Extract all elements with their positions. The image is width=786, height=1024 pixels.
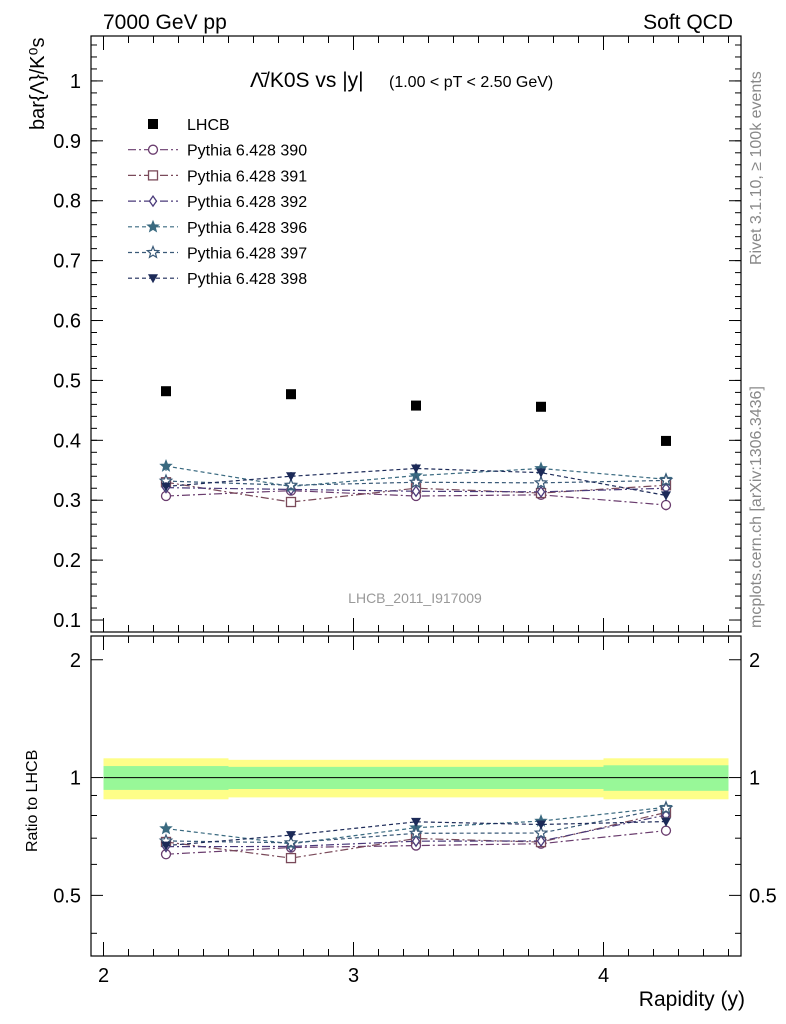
mcplots-label: mcplots.cern.ch [arXiv:1306.3436] [748,386,765,628]
y-tick-label-ratio: 2 [70,650,81,672]
ratio-point-pythia-396 [159,821,173,835]
y-tick-label-main: 0.9 [53,131,81,153]
point-pythia-396 [159,458,173,472]
ratio-point-pythia-398 [661,817,671,827]
point-pythia-397 [658,472,674,487]
ratio-point-pythia-398 [286,831,296,841]
y-tick-label-main: 0.4 [53,430,81,452]
point-pythia-398 [161,482,171,492]
x-axis-label: Rapidity (y) [639,988,745,1011]
y-tick-label-main: 0.3 [53,490,81,512]
series-line-pythia-390 [165,490,667,506]
y-axis-label-main: bar{Λ}/K⁰s [27,37,49,130]
point-pythia-397 [283,477,299,492]
ratio-point-pythia-398 [411,817,421,827]
point-lhcb [286,389,296,400]
legend-label-lhcb: LHCB [187,117,230,134]
ratio-point-pythia-397 [408,825,424,840]
y-tick-label-main: 0.7 [53,251,81,273]
y-tick-label-main: 0.1 [53,610,81,632]
legend-marker-pythia-397 [145,244,161,259]
y-tick-label-ratio-right: 0.5 [749,885,777,907]
ratio-line-pythia-392 [165,814,667,848]
legend-marker-pythia-392 [148,194,158,208]
header-right: Soft QCD [643,11,733,34]
ratio-point-pythia-390 [660,825,672,836]
point-pythia-398 [536,468,546,478]
point-lhcb [661,435,671,446]
rivet-label: Rivet 3.1.10, ≥ 100k events [748,71,765,265]
point-pythia-392 [411,485,421,498]
ratio-line-pythia-390 [165,830,667,855]
point-lhcb [161,386,171,397]
series-line-pythia-397 [165,479,667,486]
ratio-point-pythia-397 [533,825,549,840]
legend-marker-pythia-396 [146,219,160,233]
point-pythia-391 [285,496,297,508]
legend-label-pythia-391: Pythia 6.428 391 [187,168,307,185]
y-tick-label-ratio-right: 1 [749,768,760,790]
point-pythia-397 [408,474,424,489]
legend-marker-pythia-390 [147,144,159,155]
y-tick-label-main: 0.5 [53,370,81,392]
ratio-point-pythia-397 [658,800,674,815]
analysis-watermark: LHCB_2011_I917009 [348,590,482,606]
point-pythia-398 [286,472,296,482]
series-line-pythia-392 [165,487,667,493]
y-tick-label-main: 0.6 [53,311,81,333]
y-tick-label-ratio: 0.5 [53,885,81,907]
ratio-point-pythia-398 [536,820,546,830]
legend-label-pythia-397: Pythia 6.428 397 [187,246,307,263]
legend-marker-lhcb [148,119,158,129]
point-pythia-392 [536,485,546,498]
x-tick-label: 4 [598,965,609,987]
point-lhcb [411,400,421,411]
plot-title: Λ̄/K0S vs |y| [250,69,364,92]
y-tick-label-main: 1 [70,71,81,93]
legend-label-pythia-396: Pythia 6.428 396 [187,220,307,237]
y-tick-label-main: 0.2 [53,550,81,572]
point-pythia-398 [411,464,421,474]
y-tick-label-main: 0.8 [53,191,81,213]
point-lhcb [536,401,546,412]
legend-marker-pythia-391 [147,170,159,181]
legend-label-pythia-392: Pythia 6.428 392 [187,194,307,211]
x-tick-label: 3 [348,965,359,987]
legend-label-pythia-398: Pythia 6.428 398 [187,271,307,288]
ratio-point-pythia-397 [283,835,299,849]
point-pythia-397 [533,475,549,490]
y-axis-label-ratio: Ratio to LHCB [24,750,41,852]
ratio-point-pythia-398 [161,841,171,851]
ratio-frame [90,635,742,957]
header-left: 7000 GeV pp [103,11,227,34]
ratio-point-pythia-392 [411,835,421,848]
ratio-point-pythia-391 [285,852,297,864]
main-frame [90,35,742,633]
point-pythia-390 [660,499,672,511]
legend-label-pythia-390: Pythia 6.428 390 [187,143,307,160]
ratio-point-pythia-392 [536,834,546,848]
plot-subtitle: (1.00 < pT < 2.50 GeV) [389,74,553,91]
y-tick-label-ratio: 1 [70,768,81,790]
point-pythia-398 [661,491,671,501]
y-tick-label-ratio-right: 2 [749,650,760,672]
x-tick-label: 2 [98,965,109,987]
legend-marker-pythia-398 [148,274,158,284]
